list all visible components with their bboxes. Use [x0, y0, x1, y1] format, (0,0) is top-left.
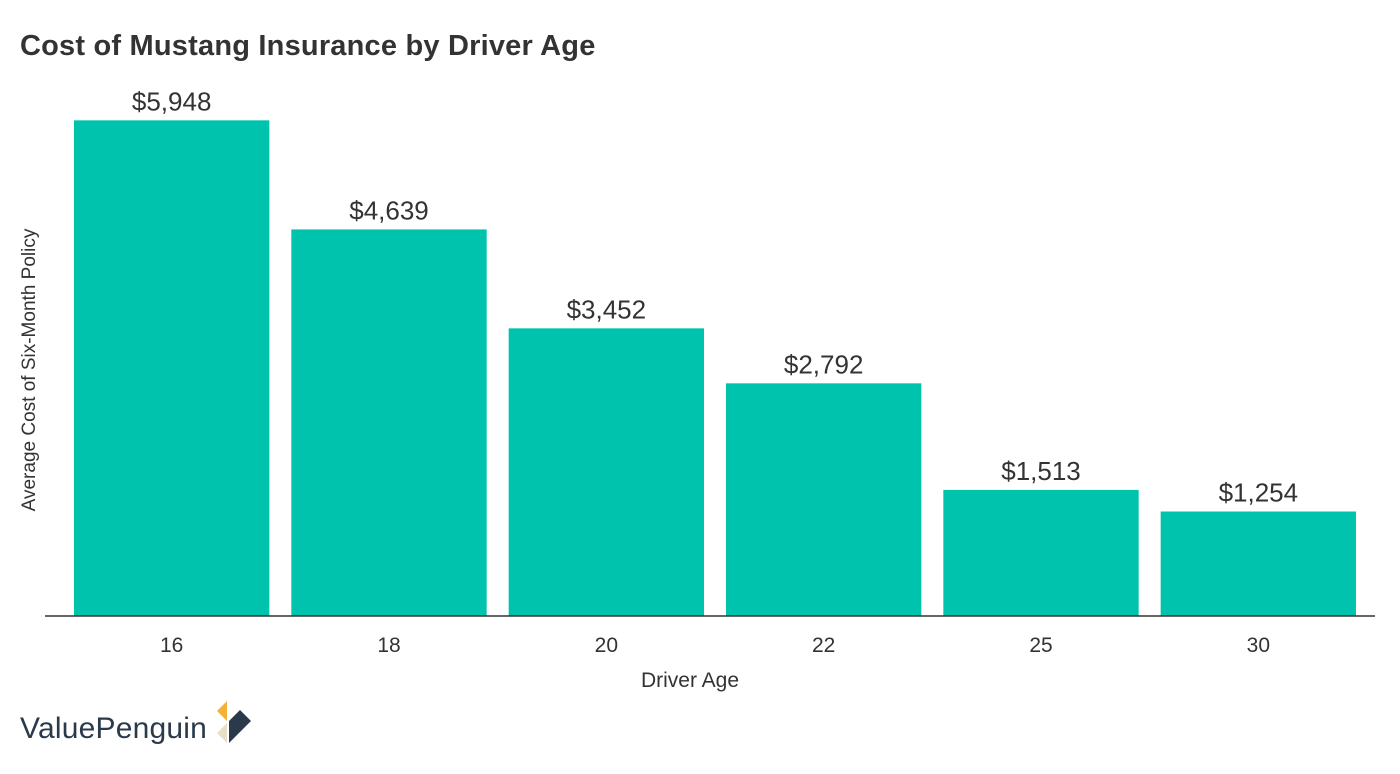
data-labels-group: $5,948 $4,639 $3,452 $2,792 $1,513 $1,254 [132, 86, 1298, 507]
x-tick-label-18: 18 [377, 634, 400, 657]
data-label-18: $4,639 [349, 195, 429, 225]
x-tick-label-22: 22 [812, 634, 835, 657]
bar-18 [291, 229, 487, 616]
bar-30 [1160, 511, 1356, 616]
x-tick-label-25: 25 [1029, 634, 1052, 657]
x-tick-label-30: 30 [1247, 634, 1270, 657]
bar-25 [943, 489, 1139, 616]
x-tick-labels-group: 16 18 20 22 25 30 [160, 634, 1270, 657]
bar-22 [726, 383, 922, 616]
data-label-20: $3,452 [567, 294, 647, 324]
chart-title: Cost of Mustang Insurance by Driver Age [20, 30, 596, 62]
bar-20 [508, 328, 704, 616]
bars-group [74, 120, 1356, 616]
x-axis-label: Driver Age [640, 669, 740, 692]
bar-16 [74, 120, 270, 616]
y-axis-label: Average Cost of Six-Month Policy [19, 228, 40, 512]
data-label-25: $1,513 [1001, 456, 1081, 486]
valuepenguin-diamond-logo-icon [217, 699, 251, 743]
brand-logo: ValuePenguin [20, 699, 255, 746]
x-tick-label-16: 16 [160, 634, 183, 657]
brand-name: ValuePenguin [20, 712, 207, 745]
data-label-30: $1,254 [1219, 478, 1299, 508]
data-label-16: $5,948 [132, 86, 212, 116]
x-tick-label-20: 20 [595, 634, 618, 657]
data-label-22: $2,792 [784, 349, 864, 379]
